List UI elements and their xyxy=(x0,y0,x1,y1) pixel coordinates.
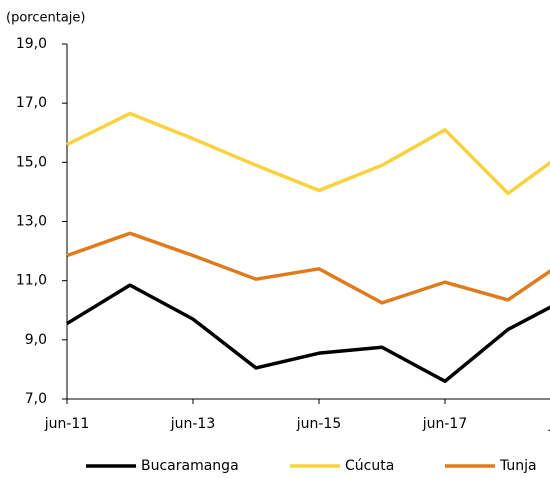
series-line xyxy=(66,283,550,383)
x-tick-label: jun-13 xyxy=(170,416,216,432)
x-tick-label: jun-17 xyxy=(422,416,468,432)
y-tick-label: 13,0 xyxy=(16,214,47,230)
x-tick-label: jun-19 xyxy=(548,416,550,432)
y-tick-label: 15,0 xyxy=(16,154,47,170)
legend-label: Cúcuta xyxy=(345,458,394,474)
series-line xyxy=(66,231,550,305)
y-tick-label: 17,0 xyxy=(16,95,47,111)
legend-label: Tunja xyxy=(499,458,537,474)
y-tick-label: 19,0 xyxy=(16,36,47,52)
y-tick-label: 11,0 xyxy=(16,273,47,289)
y-tick-label: 9,0 xyxy=(25,332,47,348)
series-line xyxy=(66,111,550,196)
legend-label: Bucaramanga xyxy=(141,458,239,474)
y-tick-label: 7,0 xyxy=(25,391,47,407)
y-axis-label: (porcentaje) xyxy=(6,11,85,26)
x-tick-label: jun-11 xyxy=(44,416,90,432)
x-tick-label: jun-15 xyxy=(296,416,342,432)
